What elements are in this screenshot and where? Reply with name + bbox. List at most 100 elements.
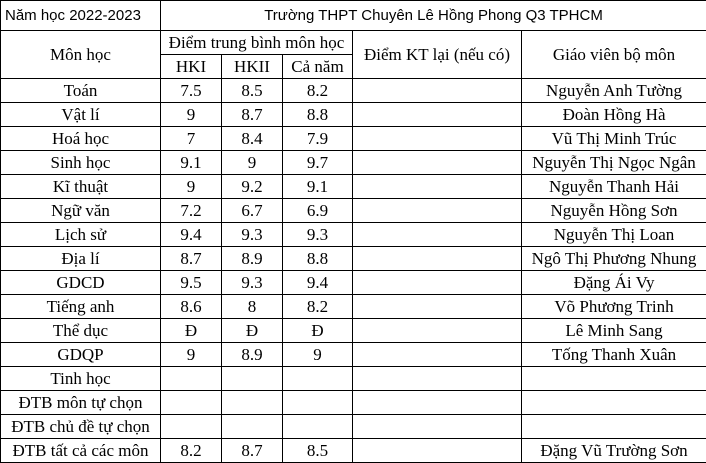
hk1-score-cell: 9 [161,343,222,367]
teacher-cell: Ngô Thị Phương Nhung [522,247,706,271]
hk2-score-cell: 9.3 [222,271,283,295]
teacher-cell [522,367,706,391]
year-score-cell: 6.9 [283,199,353,223]
hk1-score-cell: 8.7 [161,247,222,271]
teacher-cell: Tống Thanh Xuân [522,343,706,367]
retest-score-cell [353,223,522,247]
column-header-subject: Môn học [1,31,161,79]
subject-cell: Hoá học [1,127,161,151]
subject-cell: Thể dục [1,319,161,343]
subject-cell: GDCD [1,271,161,295]
retest-score-cell [353,271,522,295]
hk2-score-cell [222,391,283,415]
retest-score-cell [353,391,522,415]
header-row-columns: Môn học Điểm trung bình môn học Điểm KT … [1,31,706,55]
hk2-score-cell: 6.7 [222,199,283,223]
header-row-title: Năm học 2022-2023 Trường THPT Chuyên Lê … [1,1,706,31]
column-header-hk1: HKI [161,55,222,79]
column-header-retest: Điểm KT lại (nếu có) [353,31,522,79]
hk1-score-cell: 9.4 [161,223,222,247]
hk2-score-cell: 8.4 [222,127,283,151]
teacher-cell: Nguyễn Thanh Hải [522,175,706,199]
retest-score-cell [353,175,522,199]
year-score-cell: 8.5 [283,439,353,463]
teacher-cell [522,391,706,415]
retest-score-cell [353,415,522,439]
subject-cell: Địa lí [1,247,161,271]
year-score-cell: 8.8 [283,247,353,271]
teacher-cell: Nguyễn Thị Ngọc Ngân [522,151,706,175]
retest-score-cell [353,439,522,463]
retest-score-cell [353,103,522,127]
hk1-score-cell: 7.5 [161,79,222,103]
teacher-cell: Lê Minh Sang [522,319,706,343]
hk1-score-cell: 9 [161,103,222,127]
teacher-cell: Đoàn Hồng Hà [522,103,706,127]
teacher-cell [522,415,706,439]
hk1-score-cell: 7 [161,127,222,151]
table-row: ĐTB môn tự chọn [1,391,706,415]
subject-cell: Vật lí [1,103,161,127]
subject-cell: Toán [1,79,161,103]
teacher-cell: Nguyễn Anh Tường [522,79,706,103]
column-header-year: Cả năm [283,55,353,79]
retest-score-cell [353,367,522,391]
hk1-score-cell [161,391,222,415]
retest-score-cell [353,199,522,223]
hk1-score-cell: 7.2 [161,199,222,223]
retest-score-cell [353,247,522,271]
hk2-score-cell: 9.3 [222,223,283,247]
year-score-cell: 9.7 [283,151,353,175]
hk2-score-cell: 8 [222,295,283,319]
year-score-cell: Đ [283,319,353,343]
year-score-cell [283,415,353,439]
year-score-cell: 8.2 [283,295,353,319]
hk2-score-cell: 8.7 [222,439,283,463]
hk1-score-cell [161,415,222,439]
hk1-score-cell: 9.1 [161,151,222,175]
retest-score-cell [353,319,522,343]
hk1-score-cell [161,367,222,391]
hk1-score-cell: 9 [161,175,222,199]
hk2-score-cell: 9.2 [222,175,283,199]
hk1-score-cell: 8.6 [161,295,222,319]
table-row: ĐTB chủ đề tự chọn [1,415,706,439]
hk2-score-cell: 8.9 [222,247,283,271]
hk2-score-cell: 9 [222,151,283,175]
teacher-cell: Vũ Thị Minh Trúc [522,127,706,151]
hk2-score-cell: 8.9 [222,343,283,367]
subject-cell: Tinh học [1,367,161,391]
hk1-score-cell: 8.2 [161,439,222,463]
year-score-cell: 9.1 [283,175,353,199]
year-score-cell: 7.9 [283,127,353,151]
teacher-cell: Nguyễn Hồng Sơn [522,199,706,223]
teacher-cell: Võ Phương Trinh [522,295,706,319]
retest-score-cell [353,151,522,175]
retest-score-cell [353,343,522,367]
teacher-cell: Đặng Vũ Trường Sơn [522,439,706,463]
year-score-cell: 9.4 [283,271,353,295]
hk1-score-cell: 9.5 [161,271,222,295]
subject-cell: Tiếng anh [1,295,161,319]
subject-cell: ĐTB tất cả các môn [1,439,161,463]
subject-cell: Sinh học [1,151,161,175]
column-header-teacher: Giáo viên bộ môn [522,31,706,79]
school-year-cell: Năm học 2022-2023 [1,1,161,31]
subject-cell: Lịch sử [1,223,161,247]
hk2-score-cell: Đ [222,319,283,343]
retest-score-cell [353,295,522,319]
column-header-hk2: HKII [222,55,283,79]
hk2-score-cell: 8.5 [222,79,283,103]
